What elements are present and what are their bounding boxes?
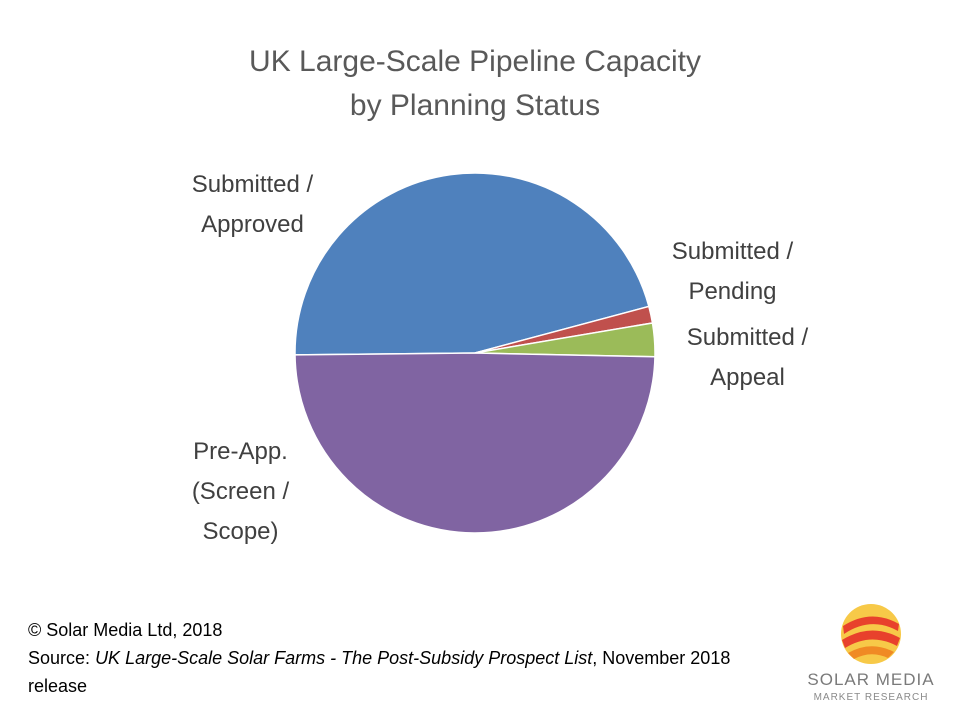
footer: © Solar Media Ltd, 2018 Source: UK Large… [28,616,748,700]
slice-label: Submitted / Appeal [686,324,809,391]
chart-title: UK Large-Scale Pipeline Capacity by Plan… [249,45,701,122]
logo-name: SOLAR MEDIA [807,670,935,689]
slice-label: Pre-App. (Screen / Scope) [191,438,290,545]
pie-slice [294,172,650,356]
source: Source: UK Large-Scale Solar Farms - The… [28,644,748,700]
logo-mark [841,604,901,664]
slice-label: Submitted / Pending [671,238,794,305]
slice-label: Submitted / Approved [191,171,314,238]
pie-slice [294,352,656,534]
logo-tagline: MARKET RESEARCH [813,692,929,703]
source-suffix: , November 2018 release [28,648,731,696]
source-prefix: Source: [28,648,91,668]
copyright: © Solar Media Ltd, 2018 [28,620,223,640]
source-title: UK Large-Scale Solar Farms - The Post-Su… [95,648,593,668]
